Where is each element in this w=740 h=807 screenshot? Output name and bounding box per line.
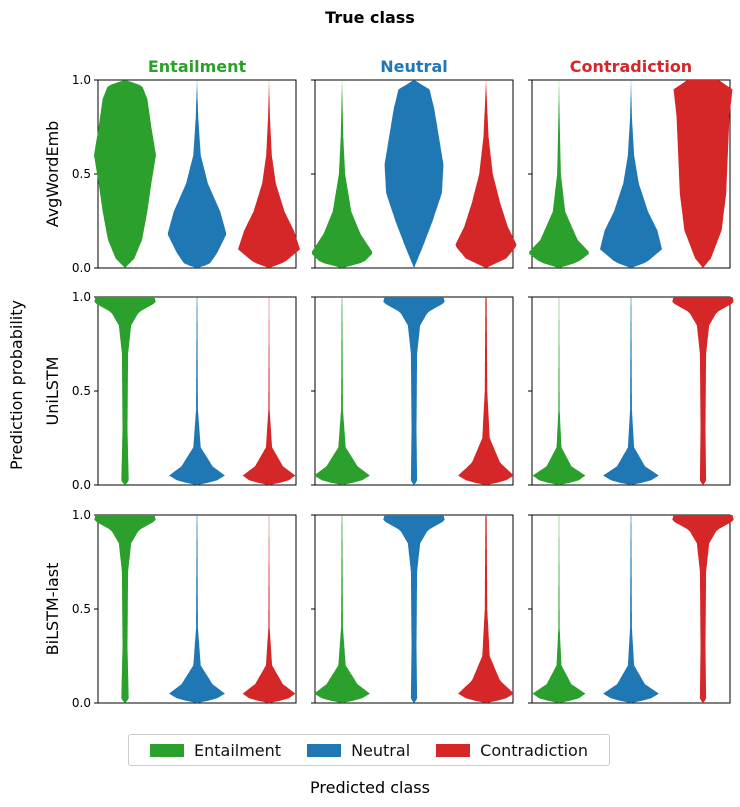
legend-swatch-neutral (307, 743, 342, 757)
panel-unilstm-contradiction-violin-neutral (603, 297, 659, 485)
panel-bilstm-last-entailment-ytick-label-0: 0.0 (72, 696, 91, 710)
panel-bilstm-last-entailment-violin-entailment (94, 515, 156, 703)
panel-avgwordemb-contradiction-violin-neutral (600, 80, 662, 268)
panel-unilstm-entailment-violin-entailment (94, 297, 156, 485)
y-axis-label: Prediction probability (7, 300, 26, 470)
panel-bilstm-last-contradiction-violin-neutral (603, 515, 659, 703)
panel-avgwordemb-contradiction-violin-contradiction (673, 80, 733, 268)
panel-unilstm-neutral-violin-contradiction (458, 297, 514, 485)
panel-avgwordemb-contradiction-violin-entailment (529, 80, 589, 268)
legend-label-contradiction: Contradiction (480, 740, 588, 760)
column-header-entailment: Entailment (148, 57, 247, 76)
panel-unilstm-entailment-ytick-label-2: 1.0 (72, 290, 91, 304)
legend-label-entailment: Entailment (194, 740, 282, 760)
legend-item-neutral: Neutral (307, 741, 410, 760)
panel-bilstm-last-contradiction-violin-contradiction (672, 515, 734, 703)
panel-avgwordemb-neutral-violin-neutral (384, 80, 444, 268)
panel-bilstm-last-entailment-violin-neutral (169, 515, 225, 703)
panel-unilstm-entailment-ytick-label-0: 0.0 (72, 478, 91, 492)
panel-avgwordemb-entailment-violin-contradiction (238, 80, 300, 268)
panel-unilstm-contradiction-violin-contradiction (672, 297, 734, 485)
panel-unilstm-entailment-violin-contradiction (242, 297, 296, 485)
panel-bilstm-last-entailment-ytick-label-2: 1.0 (72, 508, 91, 522)
legend-label-neutral: Neutral (351, 740, 411, 760)
legend-item-entailment: Entailment (150, 741, 281, 760)
panel-unilstm-contradiction-violin-entailment (532, 297, 586, 485)
panel-avgwordemb-entailment-ytick-label-1: 0.5 (72, 167, 91, 181)
column-header-neutral: Neutral (380, 57, 447, 76)
panel-avgwordemb-entailment-violin-neutral (167, 80, 227, 268)
panel-bilstm-last-neutral-violin-contradiction (458, 515, 514, 703)
panel-bilstm-last-neutral-violin-neutral (383, 515, 445, 703)
panel-unilstm-neutral-violin-entailment (314, 297, 370, 485)
legend-swatch-entailment (150, 743, 184, 757)
legend: Entailment Neutral Contradiction (128, 734, 610, 766)
panel-avgwordemb-entailment-violin-entailment (94, 80, 156, 268)
panel-avgwordemb-entailment-ytick-label-2: 1.0 (72, 73, 91, 87)
x-axis-label: Predicted class (310, 778, 430, 797)
column-header-contradiction: Contradiction (570, 57, 692, 76)
panel-unilstm-entailment-violin-neutral (169, 297, 225, 485)
row-label-avgwordemb: AvgWordEmb (43, 121, 62, 228)
legend-item-contradiction: Contradiction (436, 741, 588, 760)
panel-avgwordemb-entailment-ytick-label-0: 0.0 (72, 261, 91, 275)
legend-swatch-contradiction (436, 743, 471, 757)
panel-bilstm-last-entailment-violin-contradiction (242, 515, 296, 703)
panel-avgwordemb-neutral-violin-contradiction (455, 80, 517, 268)
panel-bilstm-last-contradiction-violin-entailment (532, 515, 586, 703)
panel-avgwordemb-neutral-violin-entailment (311, 80, 373, 268)
row-label-unilstm: UniLSTM (43, 357, 62, 426)
panel-unilstm-entailment-ytick-label-1: 0.5 (72, 384, 91, 398)
row-label-bilstm-last: BiLSTM-last (43, 563, 62, 656)
panel-bilstm-last-neutral-violin-entailment (314, 515, 370, 703)
panel-bilstm-last-entailment-ytick-label-1: 0.5 (72, 602, 91, 616)
panel-unilstm-neutral-violin-neutral (383, 297, 445, 485)
chart-title: True class (325, 8, 415, 27)
